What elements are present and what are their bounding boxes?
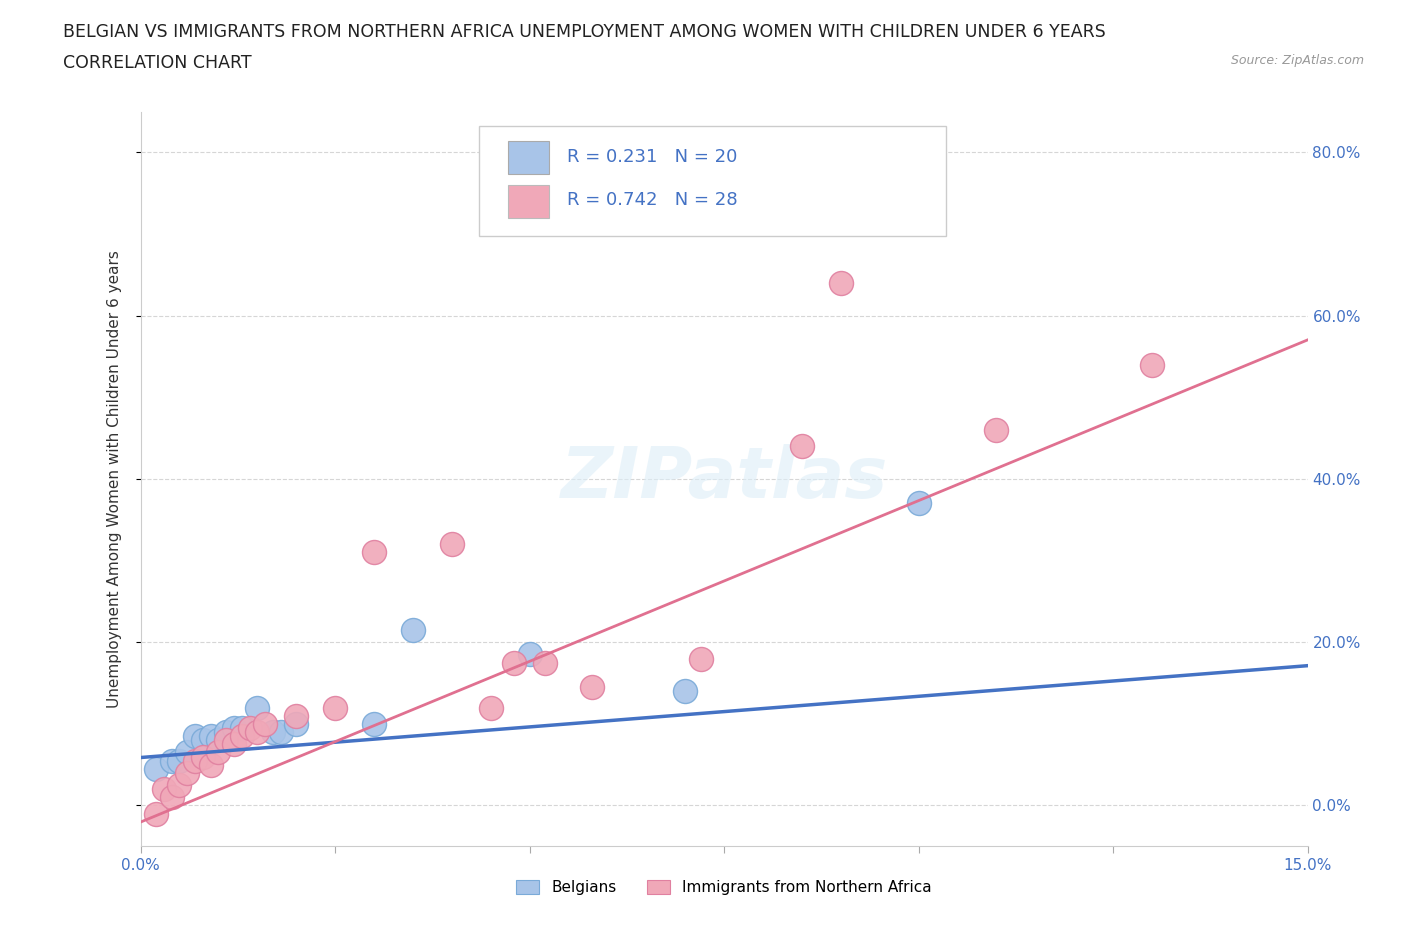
Point	[184, 753, 207, 768]
FancyBboxPatch shape	[508, 141, 548, 174]
Text: Source: ZipAtlas.com: Source: ZipAtlas.com	[1230, 54, 1364, 67]
Point	[160, 790, 183, 804]
Point	[479, 700, 502, 715]
Point	[830, 275, 852, 290]
Point	[160, 753, 183, 768]
Point	[689, 651, 711, 666]
Point	[238, 721, 260, 736]
Point	[285, 716, 308, 731]
FancyBboxPatch shape	[479, 126, 946, 236]
Text: R = 0.231   N = 20: R = 0.231 N = 20	[567, 148, 737, 166]
Point	[169, 753, 191, 768]
Point	[323, 700, 346, 715]
Text: BELGIAN VS IMMIGRANTS FROM NORTHERN AFRICA UNEMPLOYMENT AMONG WOMEN WITH CHILDRE: BELGIAN VS IMMIGRANTS FROM NORTHERN AFRI…	[63, 23, 1107, 41]
Point	[200, 757, 222, 772]
Point	[246, 700, 269, 715]
Point	[153, 782, 176, 797]
Point	[262, 724, 284, 739]
Point	[790, 439, 813, 454]
Point	[254, 716, 277, 731]
Point	[440, 537, 463, 551]
Point	[285, 709, 308, 724]
Point	[191, 749, 214, 764]
Point	[907, 496, 929, 511]
FancyBboxPatch shape	[508, 185, 548, 219]
Point	[145, 806, 167, 821]
Y-axis label: Unemployment Among Women with Children Under 6 years: Unemployment Among Women with Children U…	[107, 250, 122, 708]
Point	[176, 765, 198, 780]
Point	[270, 724, 292, 739]
Point	[184, 729, 207, 744]
Text: CORRELATION CHART: CORRELATION CHART	[63, 54, 252, 72]
Point	[200, 729, 222, 744]
Point	[191, 733, 214, 748]
Point	[519, 647, 541, 662]
Point	[215, 733, 238, 748]
Point	[231, 721, 253, 736]
Point	[222, 737, 245, 751]
Point	[207, 733, 229, 748]
Point	[402, 622, 425, 637]
Legend: Belgians, Immigrants from Northern Africa: Belgians, Immigrants from Northern Afric…	[510, 874, 938, 901]
Point	[1140, 357, 1163, 372]
Point	[169, 777, 191, 792]
Text: R = 0.742   N = 28: R = 0.742 N = 28	[567, 191, 737, 208]
Point	[986, 422, 1008, 437]
Point	[222, 721, 245, 736]
Point	[246, 724, 269, 739]
Point	[207, 745, 229, 760]
Text: ZIPatlas: ZIPatlas	[561, 445, 887, 513]
Point	[673, 684, 696, 698]
Point	[363, 716, 385, 731]
Point	[231, 729, 253, 744]
Point	[145, 762, 167, 777]
Point	[581, 680, 603, 695]
Point	[534, 656, 557, 671]
Point	[503, 656, 526, 671]
Point	[215, 724, 238, 739]
Point	[363, 545, 385, 560]
Point	[176, 745, 198, 760]
